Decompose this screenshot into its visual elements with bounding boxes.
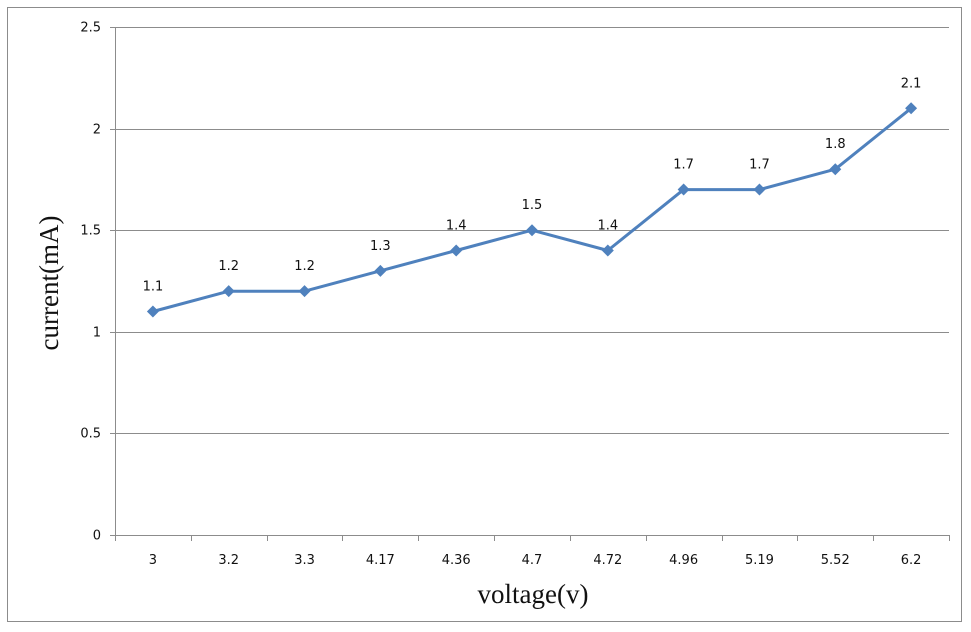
data-label: 2.1	[901, 76, 922, 91]
data-label: 1.2	[294, 259, 315, 274]
data-markers	[146, 102, 918, 318]
data-point-marker	[526, 224, 538, 237]
data-labels: 1.1 1.2 1.2 1.3 1.4 1.5 1.4 1.7 1.7 1.8 2.1	[143, 76, 922, 294]
x-tick-label: 6.2	[901, 553, 922, 568]
gridlines	[115, 27, 949, 434]
data-point-marker	[677, 183, 690, 196]
data-label: 1.8	[825, 137, 846, 152]
data-point-marker	[753, 183, 766, 196]
x-axis-title: voltage(v)	[478, 579, 589, 609]
y-tick-label: 1	[93, 326, 101, 341]
chart-frame	[7, 7, 962, 622]
x-axis-ticks: 3 3.2 3.3 4.17 4.36 4.7 4.72 4.96 5.19 5.52 6.2	[115, 535, 950, 568]
x-tick-label: 3.2	[218, 553, 239, 568]
data-label: 1.7	[749, 158, 770, 173]
data-label: 1.3	[370, 239, 391, 254]
data-label: 1.4	[446, 219, 467, 234]
x-tick-label: 4.17	[366, 553, 395, 568]
data-point-marker	[450, 244, 463, 257]
x-tick-label: 5.19	[745, 553, 774, 568]
y-axis-title: current(mA)	[34, 216, 64, 351]
x-tick-label: 4.7	[522, 553, 543, 568]
data-label: 1.1	[143, 279, 164, 294]
y-tick-label: 1.5	[80, 224, 101, 239]
data-point-marker	[222, 285, 235, 298]
data-point-marker	[146, 305, 159, 318]
data-label: 1.4	[597, 219, 618, 234]
y-tick-label: 2	[93, 123, 101, 138]
y-tick-label: 0.5	[80, 427, 101, 442]
x-tick-label: 5.52	[821, 553, 850, 568]
y-tick-label: 0	[93, 529, 101, 544]
y-tick-label: 2.5	[80, 21, 101, 36]
x-tick-label: 3.3	[294, 553, 315, 568]
data-label: 1.5	[522, 198, 543, 213]
x-tick-label: 4.36	[442, 553, 471, 568]
x-tick-label: 4.96	[669, 553, 698, 568]
data-point-marker	[374, 264, 387, 277]
data-label: 1.2	[218, 259, 239, 274]
y-axis-ticks: 0 0.5 1 1.5 2 2.5	[80, 21, 115, 544]
data-point-marker	[601, 244, 614, 257]
axes	[115, 27, 949, 536]
x-tick-label: 3	[149, 553, 157, 568]
data-point-marker	[829, 163, 842, 176]
data-point-marker	[298, 285, 311, 298]
data-point-marker	[905, 102, 918, 115]
x-tick-label: 4.72	[593, 553, 622, 568]
data-label: 1.7	[673, 158, 694, 173]
